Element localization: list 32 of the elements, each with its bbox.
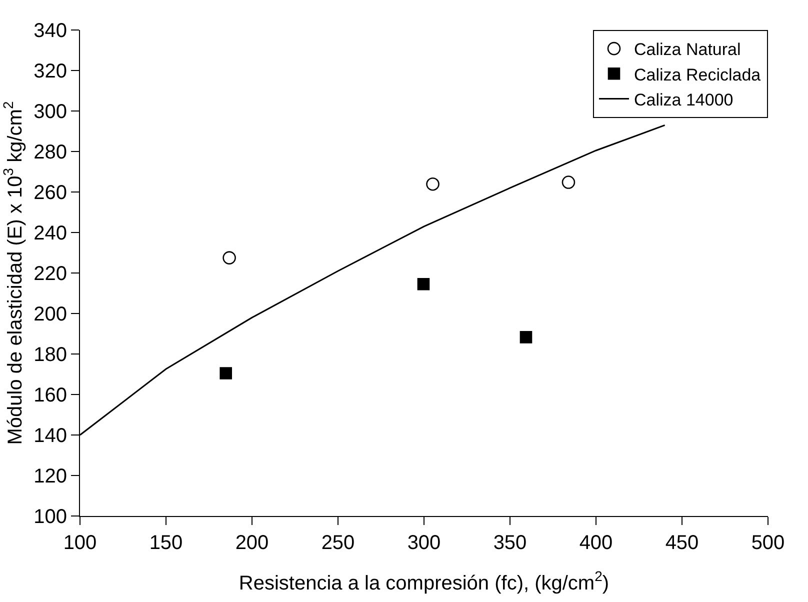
point bbox=[417, 278, 430, 290]
x-tick-label: 200 bbox=[235, 532, 269, 554]
point bbox=[426, 177, 440, 191]
y-tick-label: 300 bbox=[34, 101, 67, 123]
y-tick-label: 160 bbox=[34, 384, 67, 406]
point bbox=[220, 367, 232, 380]
point bbox=[520, 331, 532, 344]
y-tick-label: 100 bbox=[34, 506, 67, 528]
point bbox=[562, 176, 576, 189]
x-tick-label: 350 bbox=[493, 532, 527, 554]
legend-label: Caliza Reciclada bbox=[634, 65, 762, 84]
legend-label: Caliza Natural bbox=[634, 40, 741, 60]
y-tick-label: 180 bbox=[34, 344, 67, 366]
legend-label: Caliza 14000 bbox=[634, 90, 734, 110]
y-tick-label: 200 bbox=[34, 304, 67, 326]
x-tick-label: 500 bbox=[751, 532, 785, 554]
y-tick-label: 220 bbox=[34, 263, 67, 285]
x-axis-title: Resistencia a la compresión (fc), (kg/cm$^{2}$) bbox=[238, 568, 610, 594]
y-tick-label: 320 bbox=[34, 60, 67, 82]
point bbox=[222, 251, 236, 264]
x-tick-label: 100 bbox=[63, 532, 97, 554]
y-tick-label: 260 bbox=[34, 182, 67, 204]
y-tick-label: 140 bbox=[34, 425, 67, 447]
y-tick-label: 340 bbox=[34, 20, 67, 42]
x-tick-label: 250 bbox=[321, 532, 355, 554]
x-tick-label: 300 bbox=[407, 532, 441, 554]
y-tick-label: 120 bbox=[34, 466, 67, 488]
y-tick-label: 240 bbox=[34, 222, 67, 244]
x-tick-label: 400 bbox=[579, 532, 613, 554]
x-tick-label: 150 bbox=[149, 532, 183, 554]
x-tick-label: 450 bbox=[665, 532, 699, 554]
y-tick-label: 280 bbox=[34, 142, 67, 164]
